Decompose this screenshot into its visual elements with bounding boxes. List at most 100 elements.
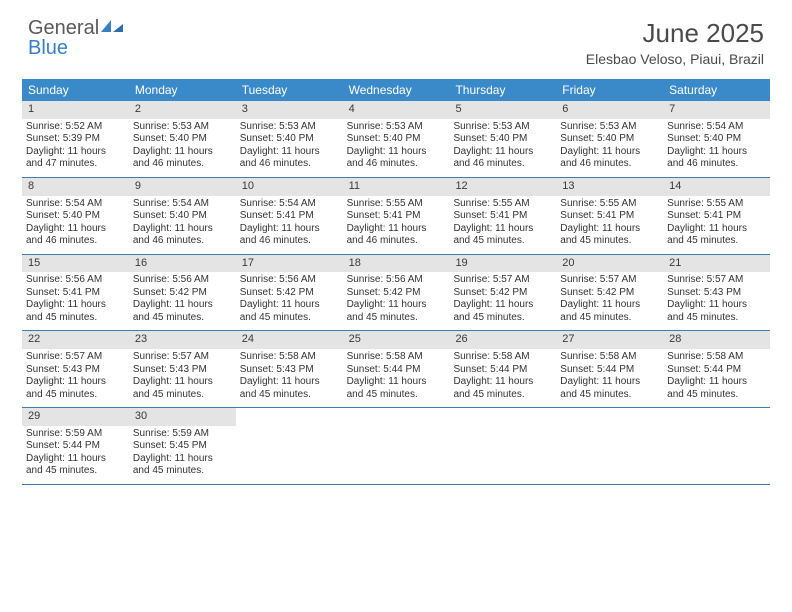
sunset-line: Sunset: 5:40 PM	[133, 210, 232, 223]
daylight-line: Daylight: 11 hours and 45 minutes.	[453, 299, 552, 324]
day-cell: 4Sunrise: 5:53 AMSunset: 5:40 PMDaylight…	[343, 101, 450, 177]
day-number: 26	[449, 331, 556, 349]
weekday-header: Friday	[556, 79, 663, 101]
daylight-line: Daylight: 11 hours and 45 minutes.	[133, 299, 232, 324]
day-number: 28	[663, 331, 770, 349]
sunset-line: Sunset: 5:41 PM	[667, 210, 766, 223]
daylight-line: Daylight: 11 hours and 46 minutes.	[453, 146, 552, 171]
weekday-header-row: Sunday Monday Tuesday Wednesday Thursday…	[22, 79, 770, 101]
day-cell: 26Sunrise: 5:58 AMSunset: 5:44 PMDayligh…	[449, 331, 556, 407]
sunrise-line: Sunrise: 5:58 AM	[560, 351, 659, 364]
week-row: 8Sunrise: 5:54 AMSunset: 5:40 PMDaylight…	[22, 178, 770, 255]
daylight-line: Daylight: 11 hours and 45 minutes.	[560, 223, 659, 248]
weekday-header: Wednesday	[343, 79, 450, 101]
daylight-line: Daylight: 11 hours and 45 minutes.	[667, 299, 766, 324]
sunset-line: Sunset: 5:45 PM	[133, 440, 232, 453]
day-number: 5	[449, 101, 556, 119]
weekday-header: Saturday	[663, 79, 770, 101]
sunset-line: Sunset: 5:40 PM	[560, 133, 659, 146]
sunrise-line: Sunrise: 5:58 AM	[667, 351, 766, 364]
sunset-line: Sunset: 5:42 PM	[240, 287, 339, 300]
sunset-line: Sunset: 5:42 PM	[453, 287, 552, 300]
day-body: Sunrise: 5:58 AMSunset: 5:44 PMDaylight:…	[449, 349, 556, 407]
day-number: 14	[663, 178, 770, 196]
weekday-header: Thursday	[449, 79, 556, 101]
day-body: Sunrise: 5:54 AMSunset: 5:40 PMDaylight:…	[22, 196, 129, 254]
day-body: Sunrise: 5:55 AMSunset: 5:41 PMDaylight:…	[449, 196, 556, 254]
calendar-body: 1Sunrise: 5:52 AMSunset: 5:39 PMDaylight…	[22, 101, 770, 485]
day-cell: 27Sunrise: 5:58 AMSunset: 5:44 PMDayligh…	[556, 331, 663, 407]
day-body: Sunrise: 5:56 AMSunset: 5:42 PMDaylight:…	[129, 272, 236, 330]
sunrise-line: Sunrise: 5:52 AM	[26, 121, 125, 134]
day-body: Sunrise: 5:56 AMSunset: 5:42 PMDaylight:…	[343, 272, 450, 330]
logo-text-block: General Blue	[28, 18, 127, 58]
sunrise-line: Sunrise: 5:55 AM	[667, 198, 766, 211]
day-cell: 10Sunrise: 5:54 AMSunset: 5:41 PMDayligh…	[236, 178, 343, 254]
day-cell: 18Sunrise: 5:56 AMSunset: 5:42 PMDayligh…	[343, 255, 450, 331]
sunrise-line: Sunrise: 5:55 AM	[560, 198, 659, 211]
day-cell	[556, 408, 663, 484]
day-cell: 17Sunrise: 5:56 AMSunset: 5:42 PMDayligh…	[236, 255, 343, 331]
sunrise-line: Sunrise: 5:58 AM	[240, 351, 339, 364]
day-number: 11	[343, 178, 450, 196]
day-body: Sunrise: 5:58 AMSunset: 5:44 PMDaylight:…	[556, 349, 663, 407]
day-cell: 22Sunrise: 5:57 AMSunset: 5:43 PMDayligh…	[22, 331, 129, 407]
day-body: Sunrise: 5:57 AMSunset: 5:43 PMDaylight:…	[663, 272, 770, 330]
sunrise-line: Sunrise: 5:54 AM	[240, 198, 339, 211]
weekday-header: Tuesday	[236, 79, 343, 101]
day-cell	[449, 408, 556, 484]
daylight-line: Daylight: 11 hours and 46 minutes.	[240, 223, 339, 248]
day-body: Sunrise: 5:58 AMSunset: 5:43 PMDaylight:…	[236, 349, 343, 407]
day-body: Sunrise: 5:57 AMSunset: 5:42 PMDaylight:…	[449, 272, 556, 330]
daylight-line: Daylight: 11 hours and 46 minutes.	[347, 146, 446, 171]
logo-word2: Blue	[28, 37, 68, 59]
day-body: Sunrise: 5:59 AMSunset: 5:44 PMDaylight:…	[22, 426, 129, 484]
day-cell: 25Sunrise: 5:58 AMSunset: 5:44 PMDayligh…	[343, 331, 450, 407]
week-row: 1Sunrise: 5:52 AMSunset: 5:39 PMDaylight…	[22, 101, 770, 178]
day-cell: 13Sunrise: 5:55 AMSunset: 5:41 PMDayligh…	[556, 178, 663, 254]
day-number: 25	[343, 331, 450, 349]
daylight-line: Daylight: 11 hours and 45 minutes.	[347, 299, 446, 324]
daylight-line: Daylight: 11 hours and 45 minutes.	[240, 299, 339, 324]
week-row: 15Sunrise: 5:56 AMSunset: 5:41 PMDayligh…	[22, 255, 770, 332]
week-row: 22Sunrise: 5:57 AMSunset: 5:43 PMDayligh…	[22, 331, 770, 408]
day-cell: 3Sunrise: 5:53 AMSunset: 5:40 PMDaylight…	[236, 101, 343, 177]
sunset-line: Sunset: 5:42 PM	[133, 287, 232, 300]
daylight-line: Daylight: 11 hours and 45 minutes.	[667, 376, 766, 401]
sunrise-line: Sunrise: 5:57 AM	[667, 274, 766, 287]
sunset-line: Sunset: 5:44 PM	[453, 364, 552, 377]
day-cell: 12Sunrise: 5:55 AMSunset: 5:41 PMDayligh…	[449, 178, 556, 254]
daylight-line: Daylight: 11 hours and 45 minutes.	[26, 376, 125, 401]
sunrise-line: Sunrise: 5:54 AM	[667, 121, 766, 134]
sunrise-line: Sunrise: 5:58 AM	[347, 351, 446, 364]
day-cell	[236, 408, 343, 484]
day-cell: 24Sunrise: 5:58 AMSunset: 5:43 PMDayligh…	[236, 331, 343, 407]
sunrise-line: Sunrise: 5:57 AM	[133, 351, 232, 364]
daylight-line: Daylight: 11 hours and 45 minutes.	[133, 376, 232, 401]
sunrise-line: Sunrise: 5:53 AM	[133, 121, 232, 134]
sunset-line: Sunset: 5:41 PM	[560, 210, 659, 223]
sunrise-line: Sunrise: 5:58 AM	[453, 351, 552, 364]
logo-word1: General	[28, 17, 99, 39]
daylight-line: Daylight: 11 hours and 45 minutes.	[347, 376, 446, 401]
sunset-line: Sunset: 5:43 PM	[667, 287, 766, 300]
day-body: Sunrise: 5:54 AMSunset: 5:41 PMDaylight:…	[236, 196, 343, 254]
day-cell	[663, 408, 770, 484]
daylight-line: Daylight: 11 hours and 45 minutes.	[453, 376, 552, 401]
day-cell: 23Sunrise: 5:57 AMSunset: 5:43 PMDayligh…	[129, 331, 236, 407]
daylight-line: Daylight: 11 hours and 45 minutes.	[26, 453, 125, 478]
day-number: 10	[236, 178, 343, 196]
weekday-header: Monday	[129, 79, 236, 101]
daylight-line: Daylight: 11 hours and 47 minutes.	[26, 146, 125, 171]
sunset-line: Sunset: 5:39 PM	[26, 133, 125, 146]
sunset-line: Sunset: 5:42 PM	[560, 287, 659, 300]
sunrise-line: Sunrise: 5:56 AM	[26, 274, 125, 287]
day-number: 1	[22, 101, 129, 119]
day-cell: 29Sunrise: 5:59 AMSunset: 5:44 PMDayligh…	[22, 408, 129, 484]
sunset-line: Sunset: 5:44 PM	[26, 440, 125, 453]
sunrise-line: Sunrise: 5:56 AM	[240, 274, 339, 287]
day-number: 15	[22, 255, 129, 273]
sunrise-line: Sunrise: 5:53 AM	[240, 121, 339, 134]
day-cell: 9Sunrise: 5:54 AMSunset: 5:40 PMDaylight…	[129, 178, 236, 254]
sunrise-line: Sunrise: 5:53 AM	[347, 121, 446, 134]
